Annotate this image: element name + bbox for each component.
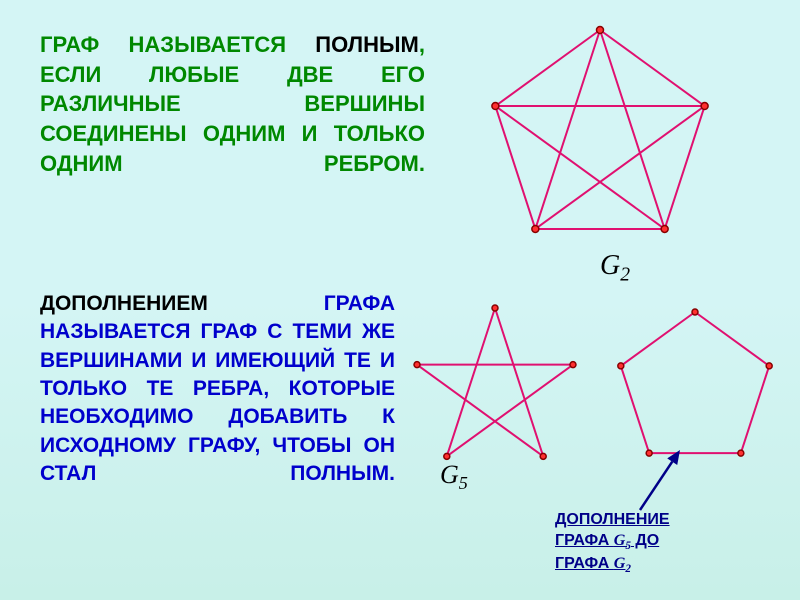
label-g5: G5	[440, 460, 468, 494]
graph-g5-star	[395, 290, 595, 495]
definition-complement-graph: ДОПОЛНЕНИЕМ ГРАФА НАЗЫВАЕТСЯ ГРАФ С ТЕМИ…	[40, 290, 395, 488]
definition-complete-graph: ГРАФ НАЗЫВАЕТСЯ ПОЛНЫМ, ЕСЛИ ЛЮБЫЕ ДВЕ Е…	[40, 30, 425, 178]
complement-caption: ДОПОЛНЕНИЕГРАФА G5 ДОГРАФА G2	[555, 510, 670, 576]
graph-pentagon-complement	[600, 295, 790, 490]
label-g2: G2	[600, 250, 630, 287]
